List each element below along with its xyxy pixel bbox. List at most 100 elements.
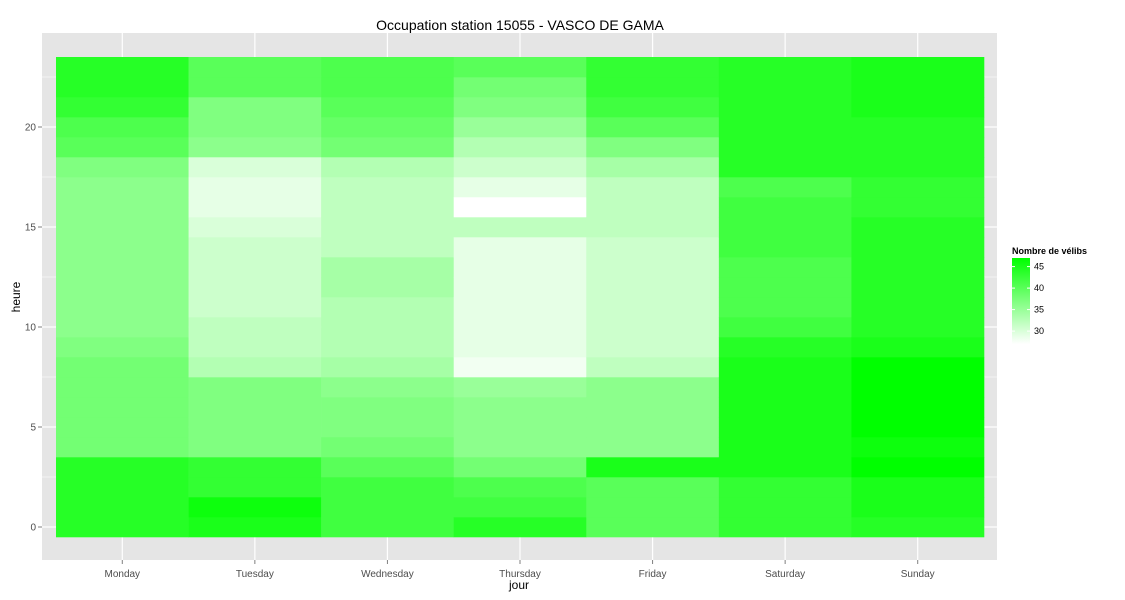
heatmap-tile [718, 157, 852, 178]
heatmap-tile [321, 357, 455, 378]
heatmap-tile [321, 257, 455, 278]
heatmap-tile [718, 317, 852, 338]
heatmap-tile [851, 197, 985, 218]
heatmap-tile [56, 437, 189, 458]
heatmap-tile [453, 177, 587, 198]
heatmap-tile [851, 77, 985, 98]
heatmap-tile [586, 337, 720, 358]
x-tick-label-monday: Monday [104, 569, 140, 580]
heatmap-tile [851, 317, 985, 338]
legend-tick-label: 40 [1034, 283, 1044, 293]
heatmap-tile [56, 377, 189, 398]
y-axis-title: heure [9, 281, 23, 312]
heatmap-tile [56, 57, 189, 78]
heatmap-tile [718, 57, 852, 78]
heatmap-tile [718, 377, 852, 398]
heatmap-tile [851, 237, 985, 258]
heatmap-tile [188, 237, 322, 258]
heatmap-tile [586, 457, 720, 478]
heatmap-tile [586, 237, 720, 258]
heatmap-tile [188, 497, 322, 518]
heatmap-tile [851, 337, 985, 358]
heatmap-tile [453, 317, 587, 338]
heatmap-tile [321, 517, 455, 538]
legend-ticks: 30 35 40 45 [1012, 262, 1044, 336]
heatmap-tile [188, 397, 322, 418]
heatmap-tile [56, 397, 189, 418]
x-tick-label-saturday: Saturday [765, 569, 805, 580]
heatmap-tile [188, 217, 322, 238]
heatmap-tile [586, 297, 720, 318]
heatmap-tile [851, 457, 985, 478]
heatmap-tile [718, 337, 852, 358]
heatmap-tile [851, 357, 985, 378]
heatmap-tile [718, 117, 852, 138]
heatmap-tile [718, 277, 852, 298]
heatmap-tile [718, 137, 852, 158]
x-tick-label-wednesday: Wednesday [361, 569, 414, 580]
heatmap-tile [56, 517, 189, 538]
heatmap-tile [718, 457, 852, 478]
heatmap-tile [188, 57, 322, 78]
heatmap-tile [851, 57, 985, 78]
heatmap-tile [718, 417, 852, 438]
heatmap-tile [321, 57, 455, 78]
x-axis: Monday Tuesday Wednesday Thursday Friday Satu… [104, 560, 935, 580]
heatmap-tile [321, 317, 455, 338]
heatmap-tile [453, 497, 587, 518]
heatmap-tile [718, 397, 852, 418]
heatmap-tile [321, 177, 455, 198]
heatmap-tile [586, 257, 720, 278]
heatmap-tile [586, 357, 720, 378]
heatmap-tile [718, 357, 852, 378]
heatmap-tile [851, 397, 985, 418]
heatmap-tile [321, 477, 455, 498]
y-tick-label: 5 [30, 423, 36, 434]
heatmap-tile [56, 117, 189, 138]
x-tick-label-sunday: Sunday [901, 569, 935, 580]
x-tick-label-thursday: Thursday [499, 569, 541, 580]
y-tick-label: 10 [25, 323, 37, 334]
y-tick-label: 0 [30, 523, 36, 534]
heatmap-tile [586, 377, 720, 398]
y-tick-label: 20 [25, 123, 37, 134]
heatmap-tile [188, 157, 322, 178]
heatmap-tile [586, 97, 720, 118]
heatmap-tile [586, 417, 720, 438]
heatmap-tile [453, 257, 587, 278]
heatmap-tile [188, 77, 322, 98]
heatmap-tile [586, 317, 720, 338]
heatmap-tile [56, 317, 189, 338]
heatmap-tile [188, 437, 322, 458]
heatmap-tile [718, 257, 852, 278]
heatmap-tile [321, 137, 455, 158]
heatmap-tile [586, 197, 720, 218]
heatmap-tile [453, 97, 587, 118]
heatmap-tile [56, 237, 189, 258]
heatmap-tile [851, 137, 985, 158]
heatmap-tile [586, 217, 720, 238]
heatmap-tile [188, 377, 322, 398]
heatmap-tile [718, 297, 852, 318]
heatmap-tile [851, 157, 985, 178]
x-tick-label-friday: Friday [639, 569, 667, 580]
heatmap-tile [851, 177, 985, 198]
heatmap-tile [321, 157, 455, 178]
heatmap-tile [188, 117, 322, 138]
heatmap-tile [56, 217, 189, 238]
heatmap-tile [56, 497, 189, 518]
heatmap-tile [851, 117, 985, 138]
heatmap-tile [718, 197, 852, 218]
heatmap-tile [453, 277, 587, 298]
heatmap-tile [851, 217, 985, 238]
heatmap-tile [56, 157, 189, 178]
heatmap-tile [453, 477, 587, 498]
heatmap-tile [453, 417, 587, 438]
heatmap-tile [586, 117, 720, 138]
heatmap-tiles [56, 57, 985, 538]
heatmap-tile [321, 397, 455, 418]
heatmap-tile [851, 477, 985, 498]
heatmap-tile [586, 497, 720, 518]
heatmap-tile [851, 377, 985, 398]
